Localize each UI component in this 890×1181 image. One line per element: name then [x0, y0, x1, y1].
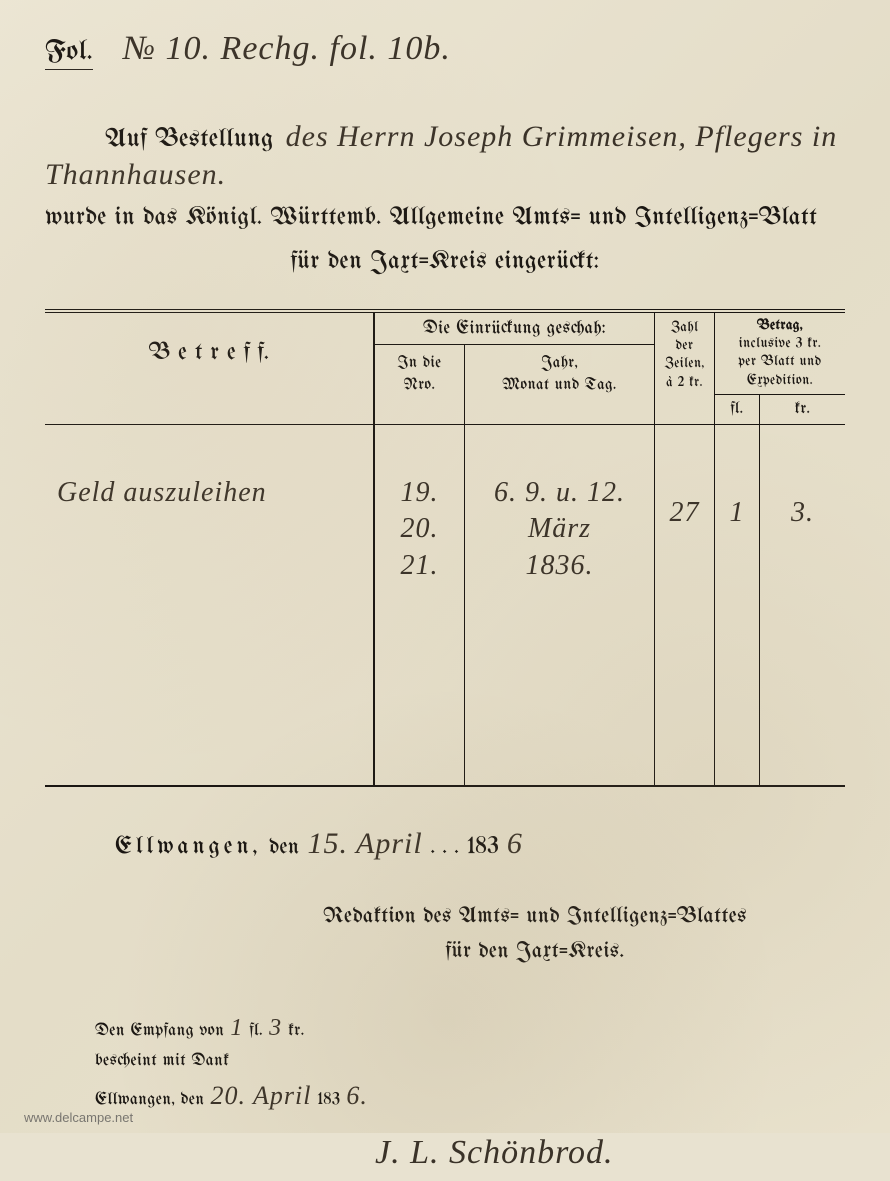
fol-label: Fol.: [45, 38, 93, 70]
col-header-einrueckung: Die Einrückung geschah: In die Nro. Jahr…: [375, 313, 655, 424]
cell-nro: 19. 20. 21.: [375, 425, 465, 785]
einrueckung-top: Die Einrückung geschah:: [375, 313, 654, 345]
cell-datum: 6. 9. u. 12. März 1836.: [465, 425, 655, 785]
watermark-url: www.delcampe.net: [24, 1110, 133, 1125]
sub-header-kr: kr.: [760, 395, 845, 424]
receipt-fl-hand: 1: [230, 1009, 243, 1047]
receipt-block: Den Empfang von 1 fl. 3 kr. bescheint mi…: [95, 1009, 845, 1181]
place-name: Ellwangen,: [115, 835, 261, 860]
col-header-betreff: B e t r e f f.: [45, 313, 375, 424]
table-header-row: B e t r e f f. Die Einrückung geschah: I…: [45, 313, 845, 425]
col-header-zahl: Zahl der Zeilen, à 2 kr.: [655, 313, 715, 424]
sub-header-fl: fl.: [715, 395, 760, 424]
folio-header: Fol. № 10. Rechg. fol. 10b.: [45, 30, 845, 70]
redaktion-block: Redaktion des Amts= und Intelligenz=Blat…: [225, 899, 845, 969]
issue-day-hand: 15. April: [308, 827, 423, 861]
cell-kr: 3.: [760, 425, 845, 785]
auf-bestellung-label: Auf Bestellung: [105, 126, 274, 153]
cell-zeilen: 27: [655, 425, 715, 785]
bestellung-hand-line1: des Herrn Joseph Grimmeisen, Pflegers in: [286, 120, 845, 154]
printed-line-1: wurde in das Königl. Württemb. Allgemein…: [45, 200, 845, 238]
issue-date-line: Ellwangen, den 15. April . . . 183 6: [115, 827, 845, 861]
receipt-date-hand: 20. April: [211, 1075, 312, 1117]
cell-betreff: Geld auszuleihen: [45, 425, 375, 785]
ledger-table: B e t r e f f. Die Einrückung geschah: I…: [45, 309, 845, 787]
sub-header-nro: In die Nro.: [375, 345, 465, 424]
receipt-kr-hand: 3: [269, 1009, 282, 1047]
fol-number-handwritten: № 10. Rechg. fol. 10b.: [123, 30, 451, 68]
bestellung-section: Auf Bestellung des Herrn Joseph Grimmeis…: [45, 120, 845, 281]
signature: J. L. Schönbrod.: [375, 1126, 845, 1180]
col-header-betrag: Betrag, inclusive 3 kr. per Blatt und Ex…: [715, 313, 845, 424]
cell-fl: 1: [715, 425, 760, 785]
bestellung-hand-line2: Thannhausen.: [45, 158, 845, 192]
table-body: Geld auszuleihen 19. 20. 21. 6. 9. u. 12…: [45, 425, 845, 785]
printed-line-2: für den Jaxt=Kreis eingerückt:: [45, 244, 845, 282]
sub-header-jahr: Jahr, Monat und Tag.: [465, 345, 654, 424]
issue-year-hand: 6: [507, 827, 523, 861]
